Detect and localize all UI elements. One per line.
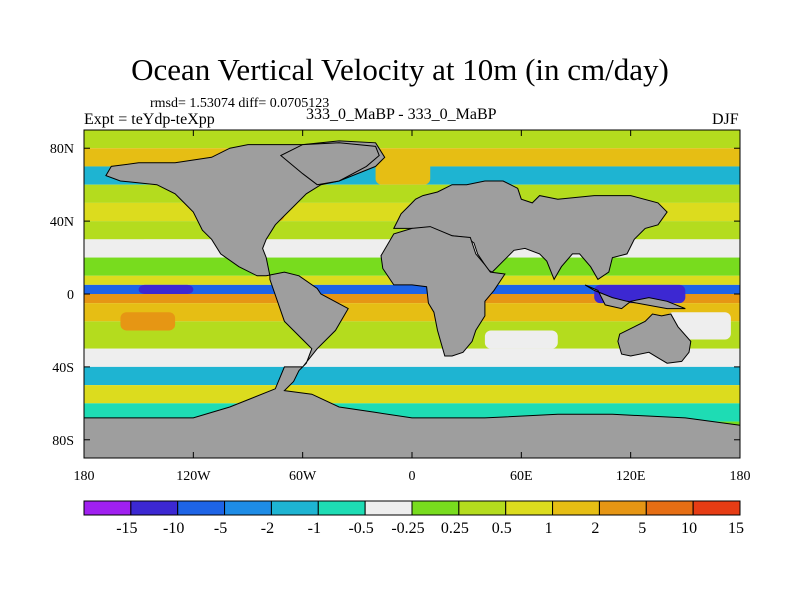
experiment-label: Expt = teYdp-teXpp	[84, 111, 215, 128]
field-band	[84, 284, 740, 294]
colorbar-label: 0.25	[441, 520, 469, 537]
colorbar-label: -5	[214, 520, 227, 537]
colorbar-swatch	[364, 500, 413, 516]
x-tick-label: 180	[74, 469, 95, 484]
stats-label: rmsd= 1.53074 diff= 0.0705123	[150, 96, 330, 111]
colorbar-label: -10	[163, 520, 184, 537]
colorbar-swatch	[224, 500, 272, 516]
colorbar-swatch	[83, 500, 132, 516]
field-band	[84, 348, 740, 367]
colorbar-label: -1	[308, 520, 321, 537]
land-polygon	[584, 284, 686, 310]
field-band	[84, 385, 740, 404]
field-band	[84, 303, 740, 322]
field-band	[84, 294, 740, 304]
y-tick-label: 40N	[50, 215, 74, 230]
land-polygon	[279, 142, 380, 186]
colorbar-label: 15	[728, 520, 744, 537]
colorbar-swatch	[458, 500, 507, 516]
colorbar-swatch	[317, 500, 366, 516]
colorbar-label: -0.25	[391, 520, 424, 537]
field-patch	[375, 157, 431, 185]
y-tick-label: 0	[67, 288, 74, 303]
x-tick-label: 120W	[176, 469, 211, 484]
colorbar-swatch	[692, 500, 741, 516]
colorbar-swatch	[505, 500, 554, 516]
colorbar-label: -15	[116, 520, 137, 537]
colorbar-swatch	[645, 500, 694, 516]
season-label: DJF	[712, 111, 739, 128]
land-polygon	[617, 313, 692, 364]
field-band	[84, 130, 740, 149]
field-patch	[138, 284, 194, 294]
colorbar-label: 1	[545, 520, 553, 537]
x-tick-label: 180	[730, 469, 751, 484]
colorbar-swatch	[598, 500, 647, 516]
colorbar: -15 -10 -5 -2 -1 -0.5 -0.25 0.25 0.5 1 2 5 10 15	[83, 500, 744, 537]
y-tick-label: 40S	[52, 361, 74, 376]
colorbar-swatch	[270, 500, 319, 516]
colorbar-swatch	[411, 500, 460, 516]
colorbar-label: 0.5	[492, 520, 512, 537]
colorbar-label: 5	[638, 520, 646, 537]
field-patch	[120, 312, 176, 331]
x-tick-label: 60W	[289, 469, 317, 484]
colorbar-swatch	[177, 500, 226, 516]
y-tick-label: 80N	[50, 142, 74, 157]
y-tick-label: 80S	[52, 434, 74, 449]
colorbar-swatch	[552, 500, 600, 516]
colorbar-swatch	[130, 500, 179, 516]
x-tick-label: 60E	[510, 469, 533, 484]
colorbar-label: 10	[681, 520, 697, 537]
field-patch	[138, 239, 212, 258]
land-mask	[84, 140, 740, 458]
colorbar-label: -0.5	[348, 520, 373, 537]
chart-title: Ocean Vertical Velocity at 10m (in cm/da…	[131, 52, 669, 87]
run-label: 333_0_MaBP - 333_0_MaBP	[306, 106, 497, 123]
colorbar-label: -2	[261, 520, 274, 537]
field-band	[84, 366, 740, 386]
field-patch	[484, 330, 558, 349]
x-axis: 180 120W 60W 0 60E 120E 180	[74, 130, 751, 484]
x-tick-label: 0	[409, 469, 416, 484]
land-polygon	[380, 226, 506, 357]
x-tick-label: 120E	[616, 469, 646, 484]
y-axis: 80N 40N 0 40S 80S	[50, 142, 740, 449]
colorbar-label: 2	[591, 520, 599, 537]
